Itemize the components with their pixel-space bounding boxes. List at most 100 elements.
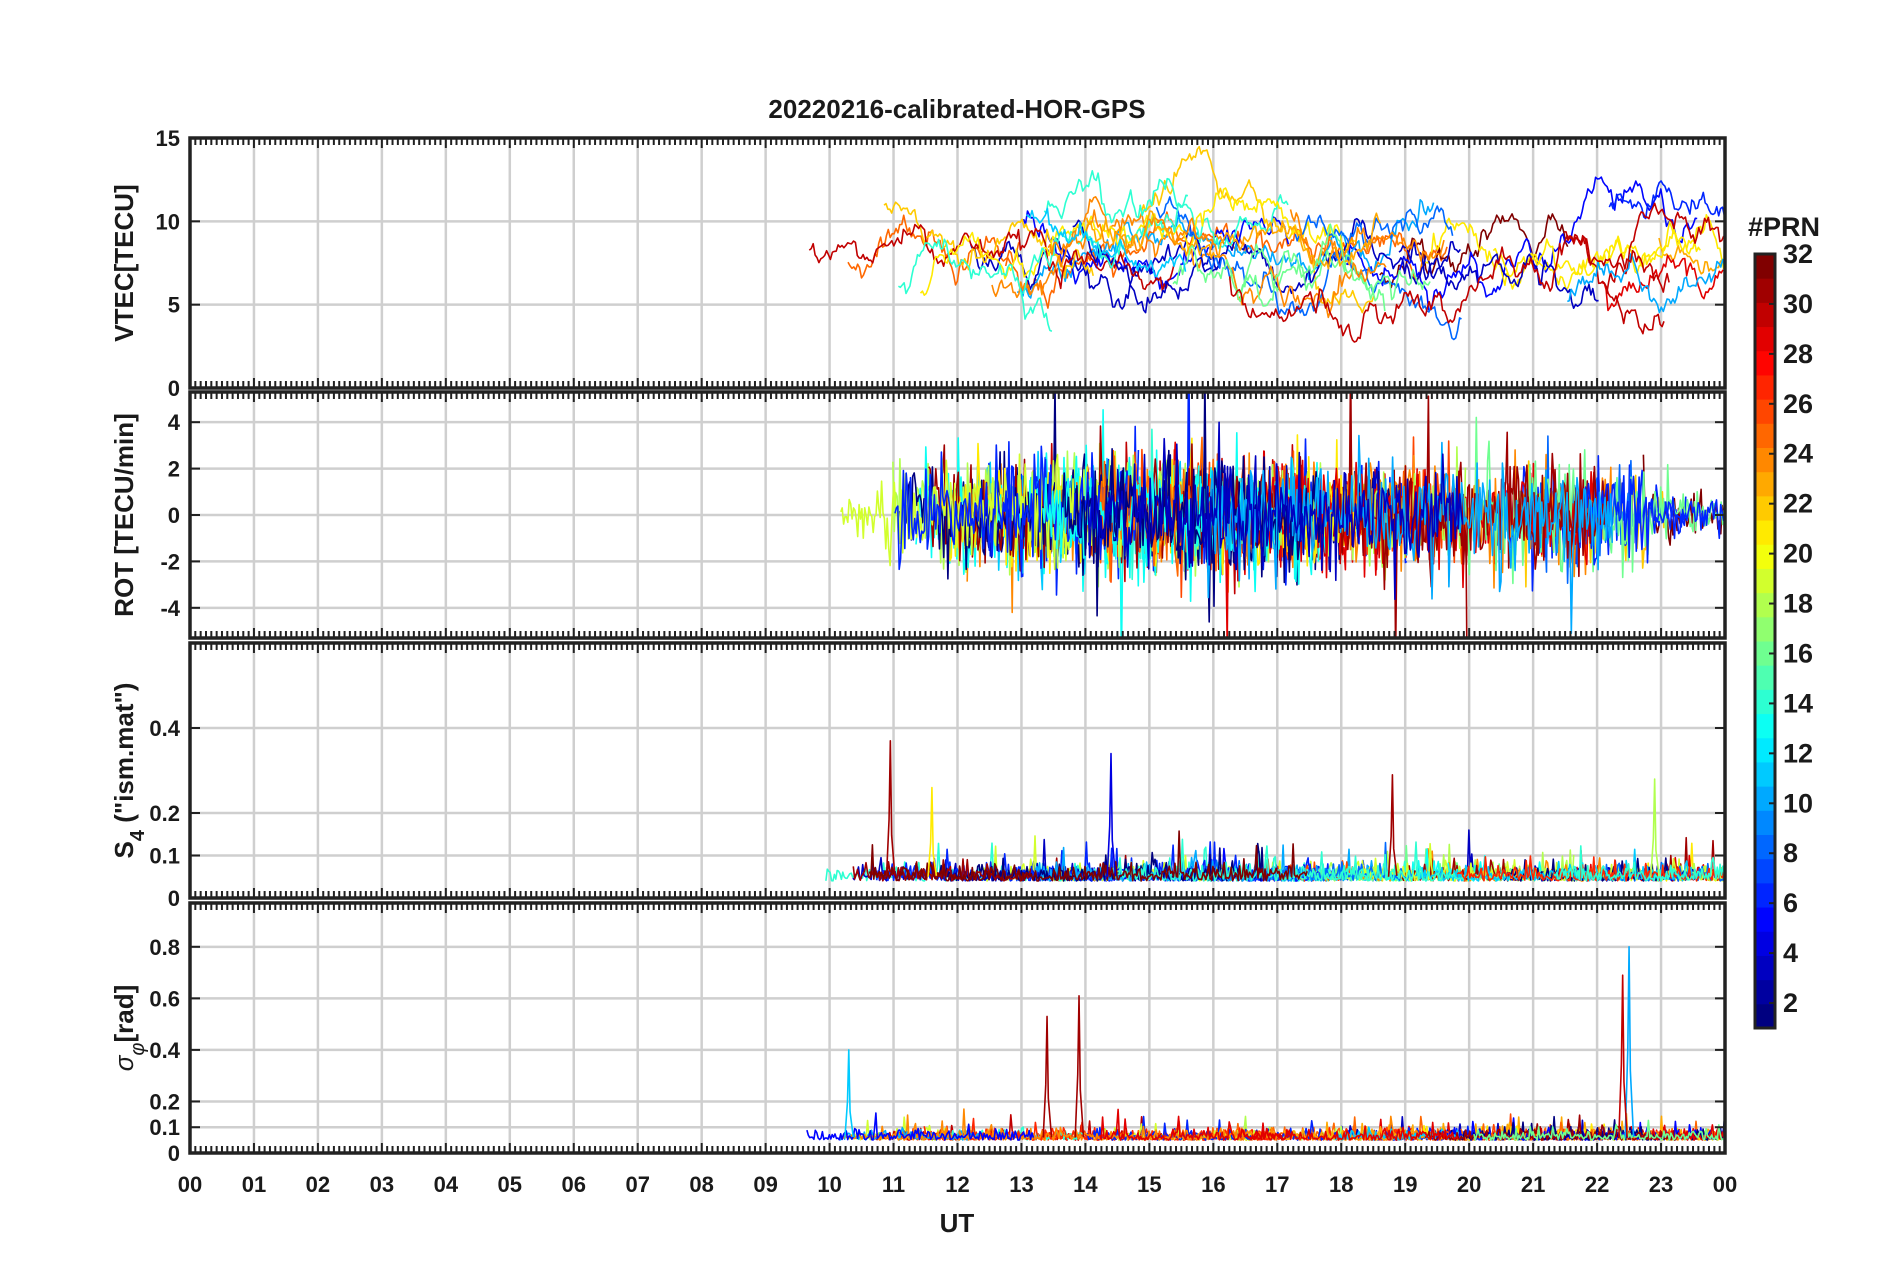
- y-tick-label: 4: [168, 410, 181, 435]
- colorbar-swatch: [1755, 689, 1775, 715]
- colorbar-tick-label: 2: [1783, 988, 1798, 1018]
- trace: [1379, 213, 1569, 289]
- x-tick-label: 06: [562, 1172, 586, 1197]
- trace: [868, 830, 1308, 882]
- trace: [1025, 207, 1187, 278]
- peak-trace: [1650, 778, 1660, 877]
- x-tick-label: 11: [882, 1172, 905, 1197]
- x-tick-label: 17: [1265, 1172, 1289, 1197]
- y-tick-label: 0: [168, 503, 180, 528]
- peak-trace: [927, 786, 938, 877]
- colorbar-swatch: [1755, 979, 1775, 1005]
- x-tick-label: 00: [1713, 1172, 1737, 1197]
- x-tick-label: 21: [1521, 1172, 1545, 1197]
- colorbar-swatch: [1755, 568, 1775, 594]
- colorbar-swatch: [1755, 761, 1775, 787]
- y-tick-label: 0.2: [149, 801, 180, 826]
- colorbar-swatch: [1755, 278, 1775, 303]
- x-tick-label: 12: [945, 1172, 969, 1197]
- minor-ticks: [189, 903, 1726, 1153]
- series-rot: [840, 392, 1725, 638]
- colorbar-swatch: [1755, 665, 1775, 690]
- trace: [1602, 254, 1724, 312]
- peak-trace: [885, 739, 896, 877]
- y-tick-label: 0.2: [149, 1089, 180, 1114]
- peak-trace: [1106, 752, 1117, 877]
- colorbar-tick-label: 32: [1783, 239, 1813, 269]
- series-s4: [825, 739, 1725, 882]
- colorbar-swatch: [1755, 616, 1775, 642]
- y-axis-label-sigma_phi: σφ[rad]: [109, 985, 149, 1072]
- colorbar-tick-label: 8: [1783, 838, 1798, 868]
- trace: [1456, 855, 1725, 882]
- x-tick-label: 09: [753, 1172, 777, 1197]
- y-tick-label: 15: [156, 126, 180, 151]
- panel-vtec: 0 5 10 15 VTEC[TECU]: [109, 126, 1727, 401]
- x-tick-label: 23: [1649, 1172, 1673, 1197]
- trace: [1062, 392, 1326, 623]
- colorbar-swatch: [1755, 810, 1775, 835]
- colorbar-swatch: [1755, 786, 1775, 811]
- colorbar-swatch: [1755, 641, 1775, 666]
- colorbar-tick-label: 22: [1783, 489, 1813, 519]
- peak-trace: [1074, 994, 1085, 1138]
- y-tick-label: 0.1: [149, 1115, 180, 1140]
- x-tick-labels: 00 01 02 03 04 05 06 07 08 09 10 11 12 13 14 15 16 17 18 19…: [178, 1172, 1737, 1197]
- peak-trace: [1618, 974, 1628, 1138]
- colorbar-tick-label: 20: [1783, 539, 1813, 569]
- colorbar-swatch: [1755, 931, 1775, 956]
- colorbar-swatch: [1755, 858, 1775, 884]
- x-tick-label: 13: [1009, 1172, 1033, 1197]
- trace: [1553, 845, 1725, 882]
- y-tick-label: 10: [156, 209, 180, 234]
- colorbar-swatch: [1755, 326, 1775, 352]
- x-tick-label: 18: [1329, 1172, 1353, 1197]
- colorbar-tick-label: 6: [1783, 888, 1798, 918]
- colorbar-swatch: [1755, 737, 1775, 763]
- y-tick-label: 0.8: [149, 935, 180, 960]
- y-tick-label: 0.1: [149, 844, 180, 869]
- x-tick-label: 15: [1137, 1172, 1161, 1197]
- x-axis-label: UT: [940, 1208, 975, 1238]
- y-tick-label: 0: [168, 1141, 180, 1166]
- y-tick-label: 0.6: [149, 986, 180, 1011]
- panel-sigma_phi: 00.10.2 0.4 0.6 0.8σφ[rad]: [109, 901, 1727, 1166]
- colorbar-swatch: [1755, 955, 1775, 981]
- trace: [1113, 838, 1465, 882]
- panel-rot: -4 -2 0 2 4 ROT [TECU/min]: [109, 390, 1727, 640]
- colorbar-swatch: [1755, 907, 1775, 932]
- colorbar-tick-label: 28: [1783, 339, 1813, 369]
- colorbar-tick-label: 18: [1783, 589, 1813, 619]
- x-tick-label: 19: [1393, 1172, 1417, 1197]
- trace: [1509, 452, 1613, 578]
- trace: [1228, 243, 1386, 312]
- x-tick-label: 05: [498, 1172, 522, 1197]
- colorbar-swatch: [1755, 592, 1775, 618]
- x-tick-label: 22: [1585, 1172, 1609, 1197]
- panel-s4: 0 0.1 0.2 0.4S4 ("ism.mat"): [109, 641, 1727, 911]
- colorbar-swatch: [1755, 447, 1775, 473]
- trace: [1172, 223, 1431, 307]
- trace: [1577, 454, 1725, 566]
- trace: [894, 440, 1140, 578]
- x-tick-label: 16: [1201, 1172, 1225, 1197]
- colorbar-swatch: [1755, 423, 1775, 448]
- colorbar-tick-label: 24: [1783, 439, 1813, 469]
- trace: [1294, 205, 1454, 248]
- y-axis-label-vtec: VTEC[TECU]: [109, 184, 139, 341]
- trace: [1139, 145, 1375, 314]
- colorbar-swatch: [1755, 302, 1775, 328]
- x-tick-label: 00: [178, 1172, 202, 1197]
- colorbar-swatch: [1755, 520, 1775, 545]
- colorbar-tick-label: 16: [1783, 638, 1813, 668]
- colorbar-swatch: [1755, 1003, 1775, 1029]
- trace: [1043, 170, 1289, 250]
- chart-title: 20220216-calibrated-HOR-GPS: [768, 94, 1145, 124]
- trace: [897, 238, 1053, 332]
- trace: [1567, 253, 1725, 314]
- y-tick-label: -2: [160, 549, 180, 574]
- y-tick-label: 0.4: [149, 716, 180, 741]
- colorbar-swatch: [1755, 544, 1775, 569]
